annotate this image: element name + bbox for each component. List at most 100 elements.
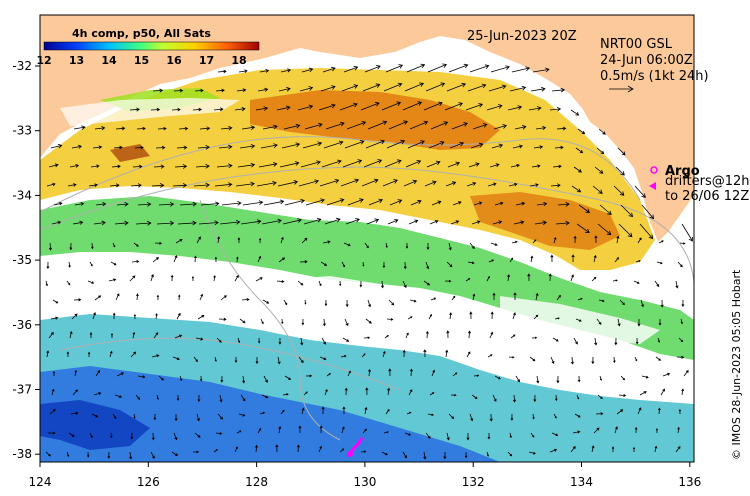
current-vector-arrow [256, 180, 277, 187]
current-vector-arrow [91, 242, 94, 250]
current-vector-arrow [135, 394, 141, 400]
current-vector-arrow [594, 337, 598, 346]
current-vector-arrow [263, 199, 285, 206]
current-vector-arrow [74, 202, 85, 206]
current-vector-arrow [570, 356, 574, 365]
current-vector-arrow [66, 280, 71, 286]
current-vector-arrow [112, 413, 117, 420]
current-vector-arrow [403, 179, 418, 187]
current-vector-arrow [614, 337, 618, 346]
current-vector-arrow [298, 356, 304, 364]
current-vector-arrow [153, 332, 159, 339]
current-vector-arrow [660, 388, 665, 396]
current-vector-arrow [107, 451, 111, 459]
current-vector-arrow [366, 218, 380, 225]
current-vector-arrow [368, 198, 384, 206]
current-vector-arrow [278, 426, 282, 434]
current-vector-arrow [198, 220, 219, 226]
current-vector-arrow [556, 375, 560, 384]
current-vector-arrow [533, 394, 537, 403]
colorbar-tick-label: 12 [36, 54, 51, 67]
y-tick-label: -33 [12, 124, 32, 138]
current-vector-arrow [448, 413, 455, 420]
current-vector-arrow [283, 123, 301, 130]
current-vector-arrow [45, 280, 48, 287]
current-vector-arrow [613, 356, 616, 364]
current-vector-arrow [594, 235, 598, 244]
current-vector-arrow [635, 259, 641, 263]
current-vector-arrow [635, 337, 639, 345]
current-vector-arrow [299, 260, 308, 264]
current-vector-arrow [428, 314, 432, 320]
current-vector-arrow [301, 237, 308, 244]
map-plot-area[interactable] [40, 15, 694, 462]
current-vector-arrow [427, 413, 434, 416]
current-vector-arrow [241, 125, 256, 131]
current-vector-arrow [304, 122, 323, 130]
current-vector-arrow [570, 446, 576, 453]
current-vector-arrow [402, 451, 407, 459]
current-vector-arrow [284, 198, 305, 206]
current-vector-arrow [319, 356, 327, 361]
current-vector-arrow [447, 161, 461, 168]
current-vector-arrow [175, 239, 183, 244]
current-vector-arrow [362, 83, 381, 92]
current-vector-arrow [452, 372, 458, 377]
current-vector-arrow [492, 292, 496, 300]
current-vector-arrow [575, 147, 584, 154]
current-vector-arrow [362, 428, 367, 434]
current-vector-arrow [301, 407, 305, 415]
current-vector-arrow [407, 316, 413, 320]
current-vector-arrow [94, 126, 106, 131]
current-vector-arrow [473, 201, 483, 206]
current-vector-arrow [427, 63, 448, 73]
current-vector-arrow [423, 101, 443, 111]
current-vector-arrow [448, 242, 452, 251]
current-vector-arrow [617, 147, 626, 156]
current-vector-arrow [533, 314, 539, 320]
current-vector-arrow [552, 164, 562, 169]
current-vector-arrow [617, 318, 621, 327]
current-vector-arrow [677, 426, 680, 434]
current-vector-arrow [641, 375, 649, 379]
current-vector-arrow [572, 430, 581, 434]
current-vector-arrow [278, 257, 286, 263]
current-vector-arrow [72, 389, 78, 396]
current-vector-arrow [367, 299, 372, 308]
current-vector-arrow [365, 318, 372, 324]
current-vector-arrow [90, 164, 100, 169]
current-vector-arrow [258, 237, 262, 244]
current-vector-arrow [296, 444, 300, 453]
current-vector-arrow [529, 356, 536, 362]
current-vector-arrow [381, 451, 388, 456]
current-vector-arrow [592, 185, 603, 194]
current-vector-arrow [599, 375, 602, 381]
current-vector-arrow [444, 279, 452, 283]
current-vector-arrow [48, 331, 54, 339]
current-vector-arrow [179, 375, 183, 382]
current-vector-arrow [530, 86, 546, 92]
current-vector-arrow [359, 280, 363, 288]
current-vector-arrow [386, 139, 406, 149]
current-vector-arrow [404, 82, 425, 92]
current-vector-arrow [173, 88, 184, 93]
current-vector-arrow [658, 319, 662, 326]
current-vector-arrow [115, 293, 120, 301]
current-vector-arrow [591, 356, 595, 365]
current-vector-arrow [235, 181, 255, 187]
current-vector-arrow [213, 107, 224, 112]
bathymetry-contours [40, 136, 694, 441]
current-vector-arrow [613, 185, 625, 196]
current-vector-arrow [173, 432, 178, 441]
current-vector-arrow [341, 426, 345, 434]
current-vector-arrow [279, 161, 300, 168]
current-vector-arrow [445, 181, 457, 187]
current-vector-arrow [576, 394, 580, 400]
current-vector-arrow [472, 293, 476, 301]
current-vector-arrow [52, 370, 56, 376]
current-vector-arrow [429, 392, 435, 396]
current-vector-arrow [425, 432, 431, 439]
current-vector-arrow [512, 312, 516, 320]
current-vector-arrow [133, 242, 139, 247]
